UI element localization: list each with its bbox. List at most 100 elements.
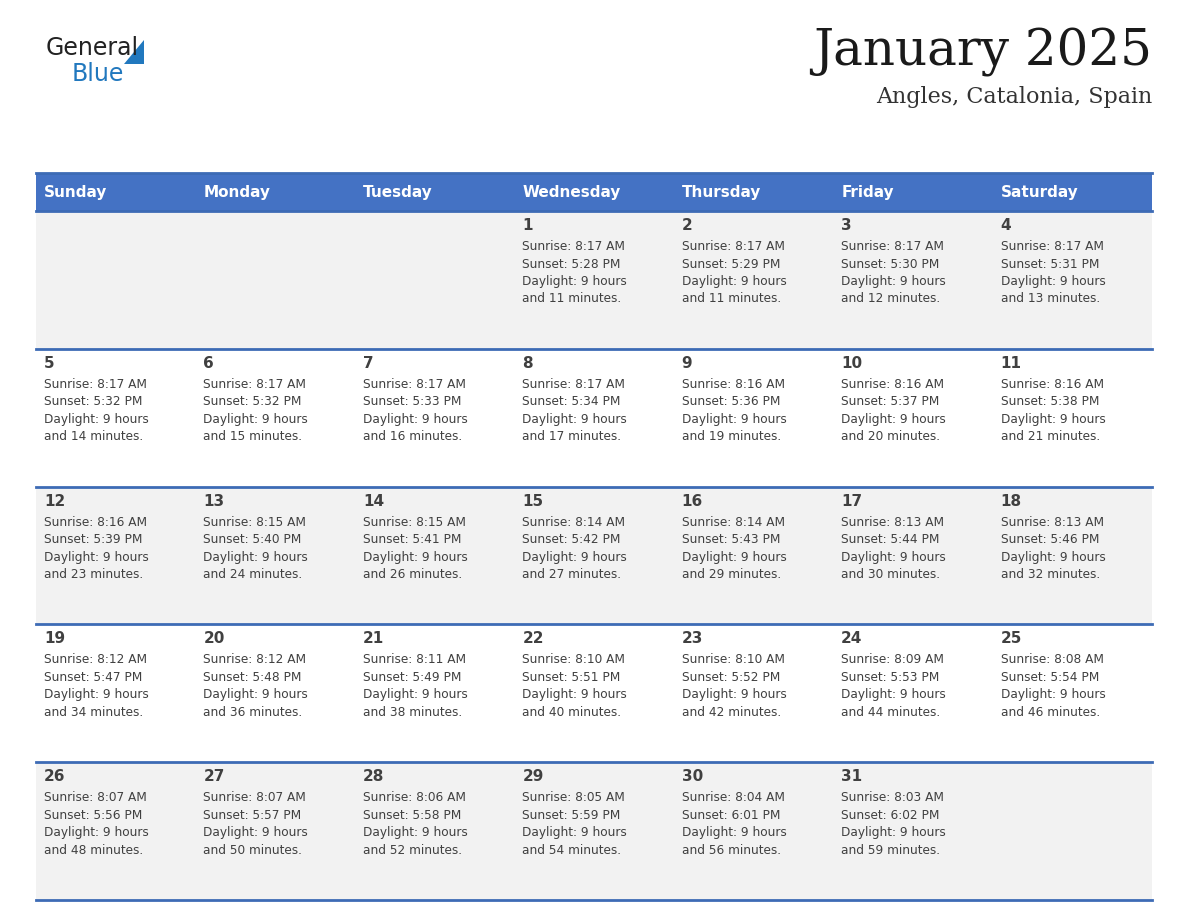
Text: Sunrise: 8:07 AM: Sunrise: 8:07 AM — [203, 791, 307, 804]
Text: Sunrise: 8:09 AM: Sunrise: 8:09 AM — [841, 654, 944, 666]
Text: 6: 6 — [203, 356, 214, 371]
Bar — [514, 762, 674, 900]
Bar — [674, 349, 833, 487]
Text: Sunrise: 8:14 AM: Sunrise: 8:14 AM — [523, 516, 625, 529]
Text: and 12 minutes.: and 12 minutes. — [841, 293, 940, 306]
Bar — [514, 211, 674, 349]
Bar — [355, 349, 514, 487]
Text: and 21 minutes.: and 21 minutes. — [1000, 431, 1100, 443]
Text: Sunset: 5:36 PM: Sunset: 5:36 PM — [682, 396, 781, 409]
Text: Daylight: 9 hours: Daylight: 9 hours — [1000, 275, 1105, 288]
Text: 3: 3 — [841, 218, 852, 233]
Bar — [992, 762, 1152, 900]
Bar — [36, 624, 196, 762]
Bar — [196, 349, 355, 487]
Text: Daylight: 9 hours: Daylight: 9 hours — [203, 551, 308, 564]
Text: and 32 minutes.: and 32 minutes. — [1000, 568, 1100, 581]
Text: 13: 13 — [203, 494, 225, 509]
Text: 4: 4 — [1000, 218, 1011, 233]
Text: Daylight: 9 hours: Daylight: 9 hours — [523, 275, 627, 288]
Bar — [514, 173, 674, 211]
Bar — [36, 762, 196, 900]
Text: Sunset: 5:44 PM: Sunset: 5:44 PM — [841, 533, 940, 546]
Text: 25: 25 — [1000, 632, 1022, 646]
Bar — [833, 173, 992, 211]
Text: Daylight: 9 hours: Daylight: 9 hours — [682, 551, 786, 564]
Text: Sunset: 5:42 PM: Sunset: 5:42 PM — [523, 533, 620, 546]
Text: 12: 12 — [44, 494, 65, 509]
Text: Daylight: 9 hours: Daylight: 9 hours — [1000, 688, 1105, 701]
Text: and 52 minutes.: and 52 minutes. — [362, 844, 462, 856]
Text: Monday: Monday — [203, 185, 271, 199]
Text: and 13 minutes.: and 13 minutes. — [1000, 293, 1100, 306]
Text: Angles, Catalonia, Spain: Angles, Catalonia, Spain — [876, 86, 1152, 108]
Text: Sunset: 5:40 PM: Sunset: 5:40 PM — [203, 533, 302, 546]
Text: 23: 23 — [682, 632, 703, 646]
Text: Sunrise: 8:08 AM: Sunrise: 8:08 AM — [1000, 654, 1104, 666]
Text: Daylight: 9 hours: Daylight: 9 hours — [362, 413, 468, 426]
Text: and 30 minutes.: and 30 minutes. — [841, 568, 940, 581]
Text: Sunrise: 8:17 AM: Sunrise: 8:17 AM — [682, 240, 784, 253]
Text: Daylight: 9 hours: Daylight: 9 hours — [362, 551, 468, 564]
Text: Sunrise: 8:17 AM: Sunrise: 8:17 AM — [523, 240, 625, 253]
Text: Sunset: 5:43 PM: Sunset: 5:43 PM — [682, 533, 781, 546]
Text: January 2025: January 2025 — [813, 28, 1152, 77]
Text: Daylight: 9 hours: Daylight: 9 hours — [523, 413, 627, 426]
Text: Sunrise: 8:10 AM: Sunrise: 8:10 AM — [682, 654, 784, 666]
Text: 22: 22 — [523, 632, 544, 646]
Text: Sunrise: 8:13 AM: Sunrise: 8:13 AM — [841, 516, 944, 529]
Text: Daylight: 9 hours: Daylight: 9 hours — [523, 551, 627, 564]
Text: Daylight: 9 hours: Daylight: 9 hours — [523, 688, 627, 701]
Text: Sunrise: 8:10 AM: Sunrise: 8:10 AM — [523, 654, 625, 666]
Bar — [833, 762, 992, 900]
Text: Sunset: 5:39 PM: Sunset: 5:39 PM — [44, 533, 143, 546]
Text: Daylight: 9 hours: Daylight: 9 hours — [682, 413, 786, 426]
Bar — [833, 349, 992, 487]
Text: Daylight: 9 hours: Daylight: 9 hours — [44, 413, 148, 426]
Text: Daylight: 9 hours: Daylight: 9 hours — [523, 826, 627, 839]
Text: Sunset: 5:32 PM: Sunset: 5:32 PM — [203, 396, 302, 409]
Text: Daylight: 9 hours: Daylight: 9 hours — [841, 551, 946, 564]
Bar — [355, 173, 514, 211]
Text: Daylight: 9 hours: Daylight: 9 hours — [203, 826, 308, 839]
Text: Daylight: 9 hours: Daylight: 9 hours — [841, 826, 946, 839]
Text: and 34 minutes.: and 34 minutes. — [44, 706, 143, 719]
Text: 29: 29 — [523, 769, 544, 784]
Text: and 40 minutes.: and 40 minutes. — [523, 706, 621, 719]
Text: Sunday: Sunday — [44, 185, 107, 199]
Text: Sunset: 5:28 PM: Sunset: 5:28 PM — [523, 258, 620, 271]
Text: and 50 minutes.: and 50 minutes. — [203, 844, 302, 856]
Text: 20: 20 — [203, 632, 225, 646]
Bar — [36, 211, 196, 349]
Bar — [196, 762, 355, 900]
Text: Sunrise: 8:17 AM: Sunrise: 8:17 AM — [362, 378, 466, 391]
Bar — [355, 762, 514, 900]
Bar — [514, 624, 674, 762]
Bar — [355, 211, 514, 349]
Bar — [196, 173, 355, 211]
Text: and 23 minutes.: and 23 minutes. — [44, 568, 143, 581]
Bar — [196, 211, 355, 349]
Text: Daylight: 9 hours: Daylight: 9 hours — [841, 275, 946, 288]
Text: Sunrise: 8:15 AM: Sunrise: 8:15 AM — [203, 516, 307, 529]
Text: Tuesday: Tuesday — [362, 185, 432, 199]
Text: Sunset: 5:53 PM: Sunset: 5:53 PM — [841, 671, 940, 684]
Text: and 14 minutes.: and 14 minutes. — [44, 431, 143, 443]
Text: Sunset: 5:51 PM: Sunset: 5:51 PM — [523, 671, 620, 684]
Bar — [992, 487, 1152, 624]
Text: Sunset: 5:54 PM: Sunset: 5:54 PM — [1000, 671, 1099, 684]
Text: Sunrise: 8:16 AM: Sunrise: 8:16 AM — [841, 378, 944, 391]
Text: 2: 2 — [682, 218, 693, 233]
Text: Sunset: 5:32 PM: Sunset: 5:32 PM — [44, 396, 143, 409]
Text: Thursday: Thursday — [682, 185, 762, 199]
Text: Sunrise: 8:16 AM: Sunrise: 8:16 AM — [44, 516, 147, 529]
Text: Sunrise: 8:11 AM: Sunrise: 8:11 AM — [362, 654, 466, 666]
Text: Daylight: 9 hours: Daylight: 9 hours — [682, 826, 786, 839]
Text: Sunrise: 8:17 AM: Sunrise: 8:17 AM — [203, 378, 307, 391]
Bar — [355, 624, 514, 762]
Text: 28: 28 — [362, 769, 384, 784]
Text: and 19 minutes.: and 19 minutes. — [682, 431, 781, 443]
Text: Sunset: 5:33 PM: Sunset: 5:33 PM — [362, 396, 461, 409]
Bar — [992, 624, 1152, 762]
Text: Sunrise: 8:04 AM: Sunrise: 8:04 AM — [682, 791, 784, 804]
